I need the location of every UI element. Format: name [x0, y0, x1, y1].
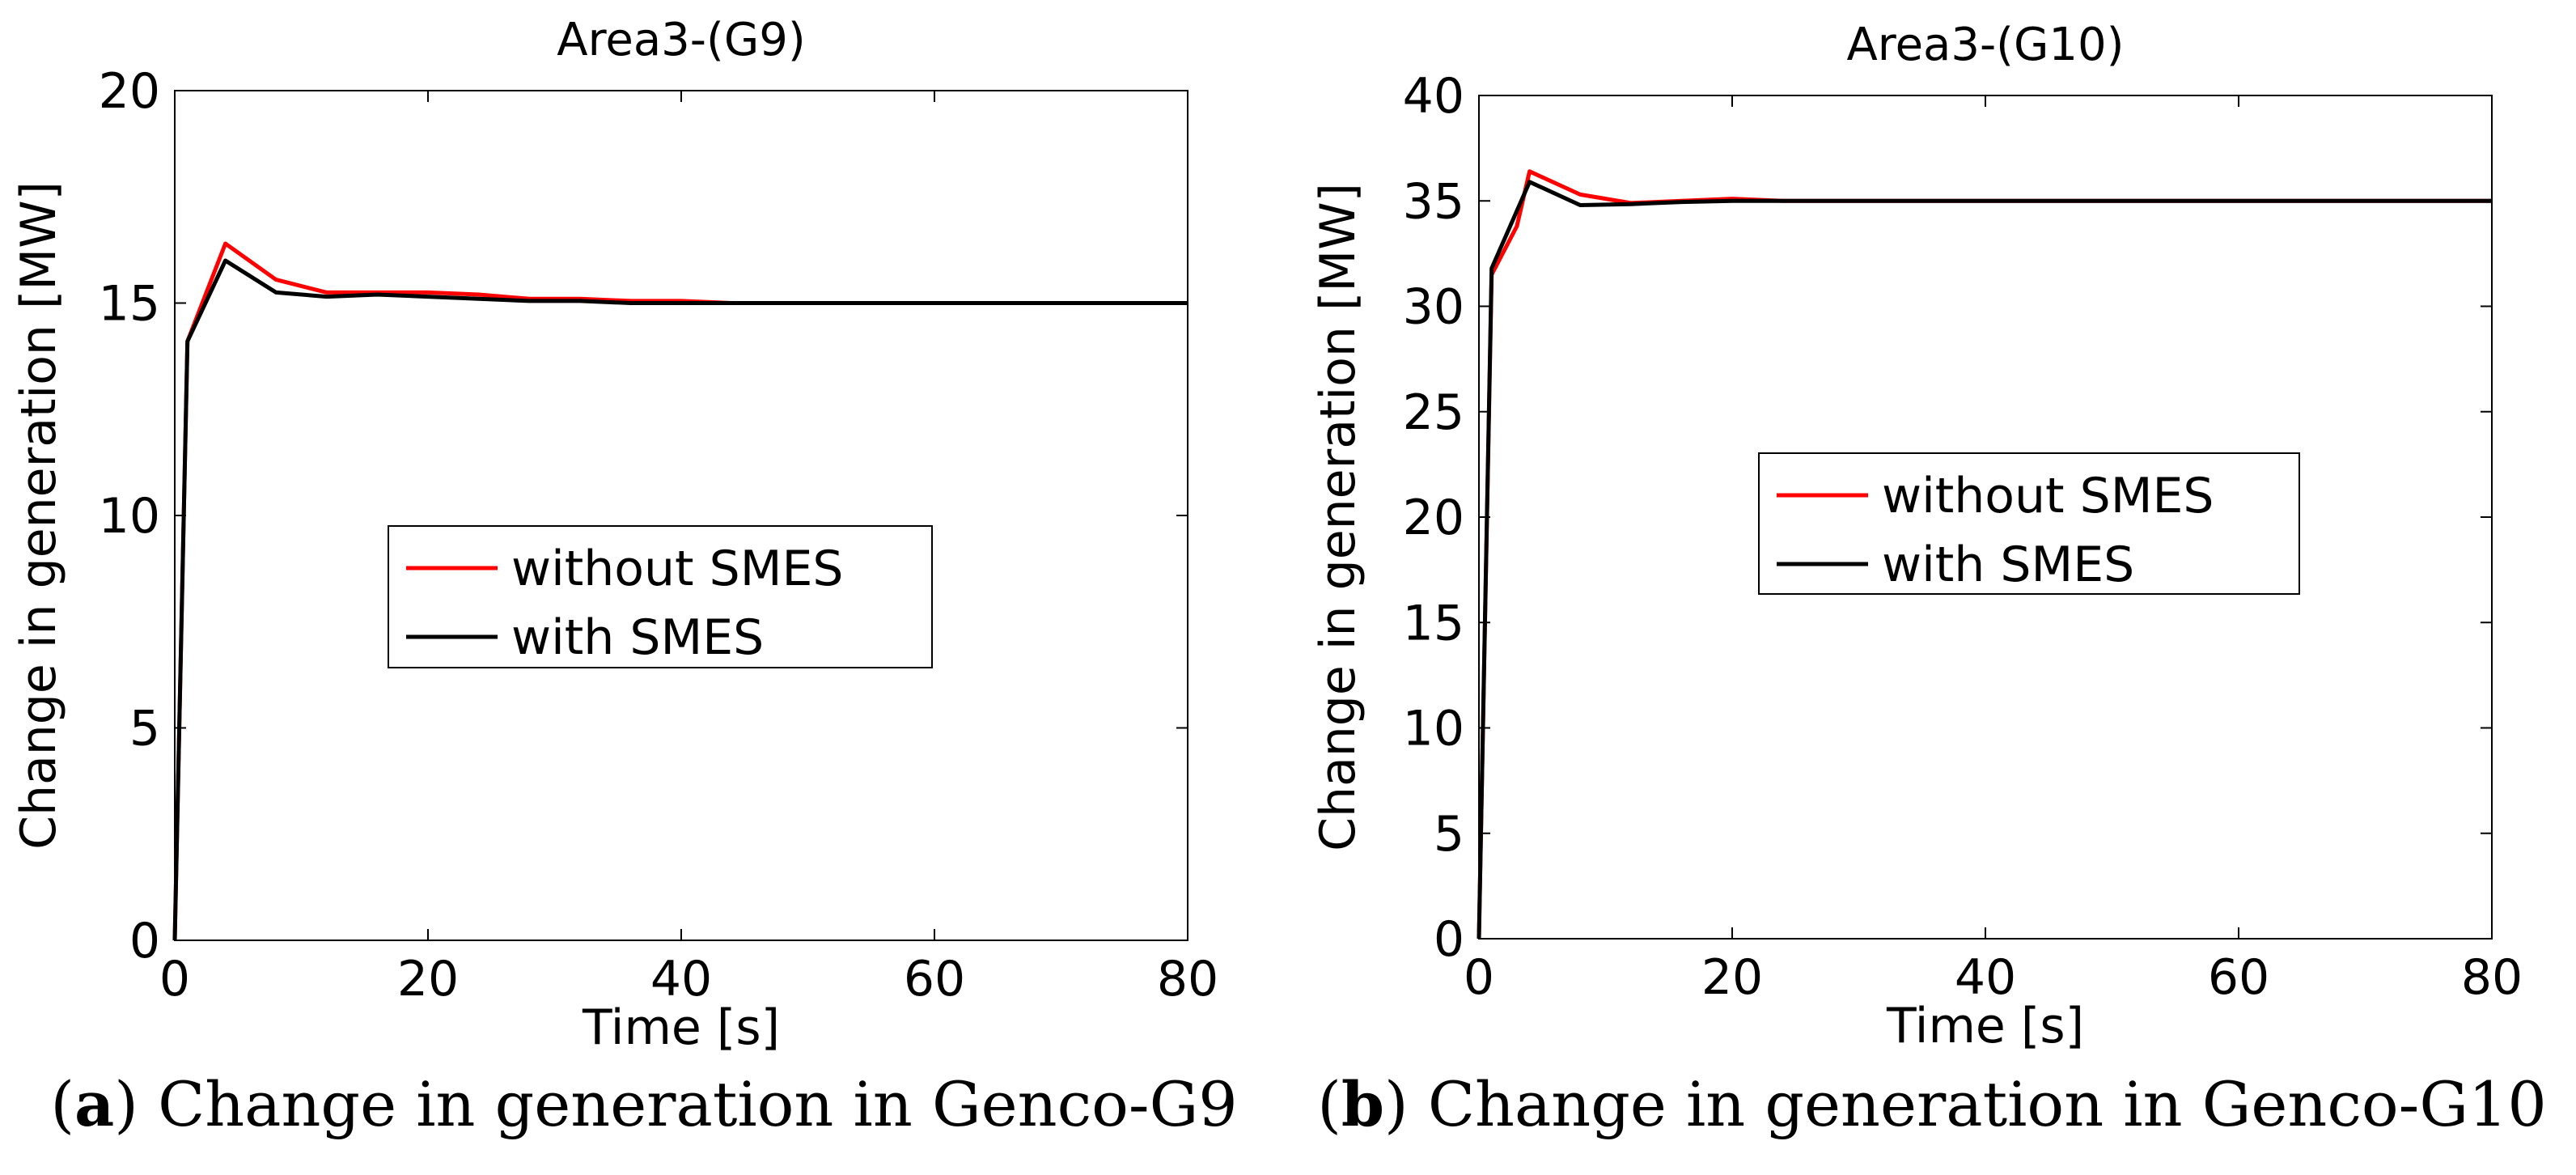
x-tick-label: 60	[904, 951, 965, 1007]
y-tick-label: 25	[1403, 384, 1464, 441]
panel-a: 0 20 40 60 80 0 5 10 15 20 Area3-(G9) Time [s] Chang…	[11, 14, 1238, 1140]
panel-b: 0 20 40 60 80 0 5 10 15 20 25 30 35 40 Area3-(G10) Time…	[1288, 0, 2576, 1175]
series-line-with-smes	[1477, 180, 2492, 940]
legend-label: with SMES	[511, 609, 764, 666]
caption-a-letter: a	[74, 1068, 115, 1140]
y-tick-label: 20	[99, 63, 160, 120]
caption-a: (a) Change in generation in Genco-G9	[50, 1068, 1238, 1140]
plot-frame	[174, 90, 1188, 941]
legend-box	[1758, 452, 2300, 595]
chart-title: Area3-(G10)	[1846, 19, 2124, 71]
caption-b-letter: b	[1341, 1068, 1385, 1140]
caption-b-text: ) Change in generation in Genco-G10	[1384, 1068, 2547, 1140]
legend-label: without SMES	[1882, 468, 2214, 524]
series-line-with-smes	[172, 258, 1188, 941]
y-tick-label: 15	[1403, 595, 1464, 651]
y-tick-label: 5	[129, 701, 160, 757]
y-tick-label: 20	[1403, 490, 1464, 546]
caption-b: (b) Change in generation in Genco-G10	[1317, 1068, 2547, 1140]
legend-label: without SMES	[511, 541, 843, 597]
y-tick-label: 30	[1403, 279, 1464, 336]
x-tick-label: 80	[2461, 949, 2523, 1006]
y-tick-label: 0	[1434, 911, 1464, 968]
y-tick-label: 0	[129, 913, 160, 969]
x-tick-label: 20	[1701, 949, 1763, 1006]
y-tick-label: 35	[1403, 173, 1464, 230]
legend-label: with SMES	[1882, 537, 2134, 593]
y-tick-label: 40	[1403, 68, 1464, 125]
x-tick-label: 40	[1955, 949, 2016, 1006]
chart-g10: 0 20 40 60 80 0 5 10 15 20 25 30 35 40 Area3-(G10) Time…	[1310, 19, 2523, 1054]
y-tick-label: 10	[1403, 701, 1464, 757]
caption-a-text: ) Change in generation in Genco-G9	[114, 1068, 1238, 1140]
y-axis-label: Change in generation [MW]	[11, 181, 67, 850]
x-tick-label: 0	[1464, 949, 1494, 1006]
x-axis-label: Time [s]	[1886, 998, 2084, 1054]
x-tick-label: 60	[2208, 949, 2269, 1006]
x-tick-label: 20	[397, 951, 459, 1007]
x-tick-label: 0	[159, 951, 190, 1007]
chart-g9: 0 20 40 60 80 0 5 10 15 20 Area3-(G9) Time [s] Chang…	[11, 14, 1218, 1056]
y-axis-label: Change in generation [MW]	[1310, 183, 1366, 851]
y-tick-label: 5	[1434, 806, 1464, 863]
y-tick-label: 10	[99, 488, 160, 545]
x-tick-label: 80	[1157, 951, 1218, 1007]
x-axis-label: Time [s]	[582, 999, 780, 1056]
chart-title: Area3-(G9)	[557, 14, 805, 66]
y-tick-label: 15	[99, 276, 160, 333]
x-tick-label: 40	[650, 951, 712, 1007]
legend-box	[388, 525, 933, 668]
